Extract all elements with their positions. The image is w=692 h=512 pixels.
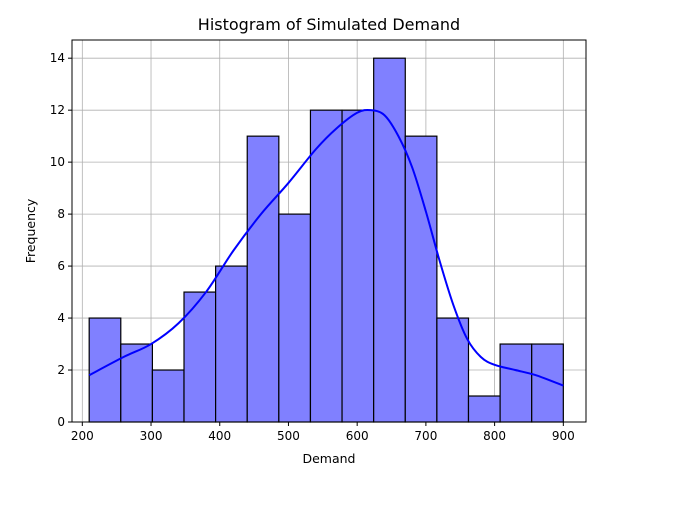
y-tick-label-7: 14 [50,51,65,65]
histogram-bar-10 [404,135,438,423]
histogram-bar-13 [499,343,533,423]
histogram-bar-5 [246,135,280,423]
x-tick-label-6: 800 [483,429,506,443]
histogram-bar-2 [151,369,185,423]
x-tick-label-3: 500 [277,429,300,443]
y-tick-label-5: 10 [50,155,65,169]
histogram-bar-7 [309,109,343,423]
y-tick-label-0: 0 [57,415,65,429]
bars [88,57,564,423]
y-tick-label-1: 2 [57,363,65,377]
histogram-bar-6 [278,213,312,423]
y-tick-label-2: 4 [57,311,65,325]
histogram-bar-11 [436,317,470,423]
x-tick-label-4: 600 [346,429,369,443]
histogram-bar-0 [88,317,122,423]
histogram-bar-12 [467,395,501,423]
chart-title: Histogram of Simulated Demand [198,15,460,34]
x-axis-label: Demand [302,451,355,466]
y-axis-ticks: 0 2 4 6 8 10 12 14 [50,51,72,429]
x-tick-label-0: 200 [71,429,94,443]
x-tick-label-2: 400 [208,429,231,443]
x-axis-ticks: 200 300 400 500 600 700 800 900 [71,422,575,443]
x-tick-label-7: 900 [552,429,575,443]
y-tick-label-6: 12 [50,103,65,117]
histogram-bar-8 [341,109,375,423]
x-tick-label-5: 700 [414,429,437,443]
histogram-bar-4 [215,265,248,423]
y-axis-label: Frequency [23,198,38,263]
kde-line [88,108,564,387]
plot-frame [71,39,587,423]
y-tick-label-4: 8 [57,207,65,221]
y-tick-label-3: 6 [57,259,65,273]
x-tick-label-1: 300 [140,429,163,443]
